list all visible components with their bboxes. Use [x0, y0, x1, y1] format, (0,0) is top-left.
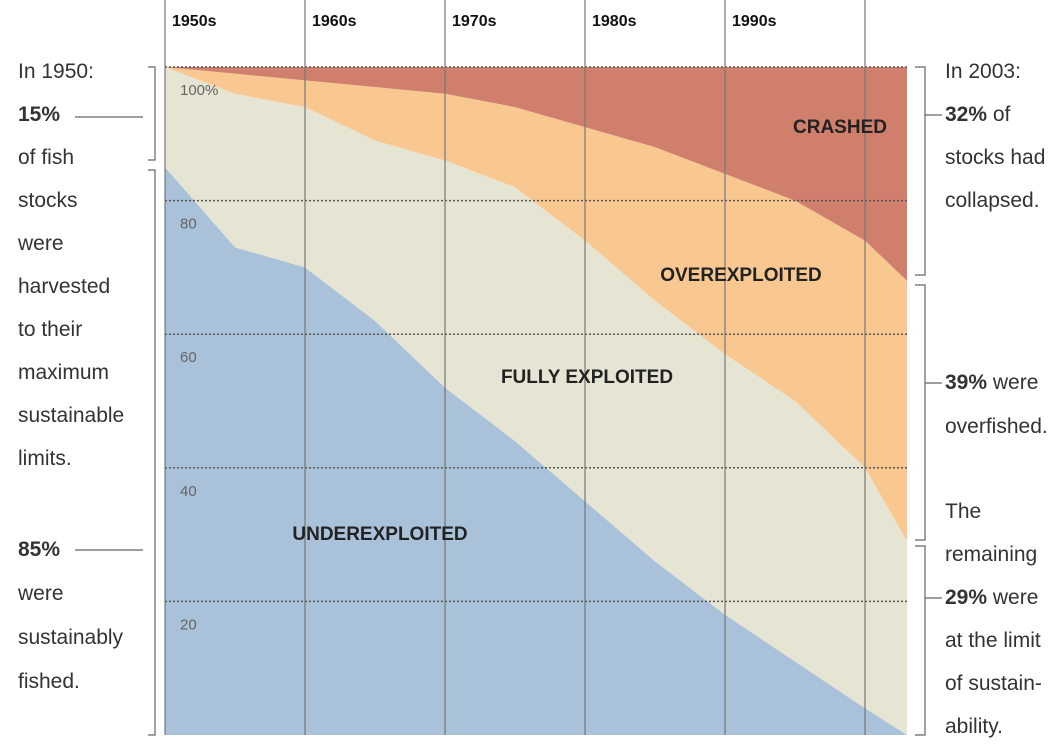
- annotation-line: stocks had: [945, 146, 1045, 169]
- bracket: [915, 66, 926, 276]
- annotation-line: 32% of: [945, 103, 1011, 126]
- annotation-text: In 2003:: [945, 60, 1021, 83]
- annotation-text: stocks: [18, 189, 78, 212]
- annotation-text: to their: [18, 318, 82, 341]
- annotation-text: stocks had: [945, 146, 1045, 169]
- annotation-text: limits.: [18, 447, 72, 470]
- y-tick-label: 100%: [180, 82, 218, 99]
- annotation-text: 29%: [945, 586, 987, 609]
- annotation-text: 39%: [945, 371, 987, 394]
- annotation-line: to their: [18, 318, 82, 341]
- annotation-text: ability.: [945, 715, 1003, 738]
- annotation-text: harvested: [18, 275, 110, 298]
- annotation-text: collapsed.: [945, 189, 1040, 212]
- annotation-text: were: [987, 371, 1038, 394]
- annotation-text: sustainably: [18, 626, 124, 649]
- annotation-text: of: [987, 103, 1011, 126]
- annotation-line: 85%: [18, 538, 60, 561]
- area: [165, 67, 907, 542]
- annotation-line: ability.: [945, 715, 1003, 738]
- annotation-text: of fish: [18, 146, 74, 169]
- x-tick-label: 1950s: [172, 13, 217, 30]
- annotation-line: were: [17, 232, 64, 255]
- annotation-line: In 2003:: [945, 60, 1021, 83]
- annotation-line: of fish: [18, 146, 74, 169]
- annotation-text: In 1950:: [18, 60, 94, 83]
- x-tick-label: 1990s: [732, 13, 777, 30]
- y-tick-label: 20: [180, 616, 197, 633]
- area-label: CRASHED: [793, 117, 887, 138]
- annotation-line: sustainable: [18, 404, 124, 427]
- annotation-text: 32%: [945, 103, 987, 126]
- annotation-text: overfished.: [945, 415, 1048, 438]
- annotation-line: In 1950:: [18, 60, 94, 83]
- area-label: FULLY EXPLOITED: [501, 367, 673, 388]
- annotation-line: sustainably: [18, 626, 124, 649]
- bracket: [148, 66, 156, 161]
- annotation-line: overfished.: [945, 415, 1048, 438]
- area: [165, 167, 907, 735]
- annotation-text: were: [987, 586, 1038, 609]
- area: [165, 67, 907, 735]
- annotation-line: remaining: [945, 543, 1037, 566]
- annotation-line: limits.: [18, 447, 72, 470]
- bracket: [915, 545, 926, 736]
- annotation-line: were: [17, 582, 64, 605]
- y-tick-label: 80: [180, 216, 197, 233]
- brackets: [75, 66, 942, 736]
- annotation-text: sustainable: [18, 404, 124, 427]
- x-tick-label: 1970s: [452, 13, 497, 30]
- annotation-line: 29% were: [945, 586, 1038, 609]
- annotation-text: The: [945, 500, 981, 523]
- area-label: UNDEREXPLOITED: [292, 524, 467, 545]
- annotation-line: collapsed.: [945, 189, 1040, 212]
- annotation-line: 15%: [18, 103, 60, 126]
- area-label: OVEREXPLOITED: [660, 265, 822, 286]
- annotation-line: at the limit: [945, 629, 1041, 652]
- annotation-text: at the limit: [945, 629, 1041, 652]
- annotation-line: stocks: [18, 189, 78, 212]
- area: [165, 67, 907, 281]
- x-tick-label: 1960s: [312, 13, 357, 30]
- annotation-text: were: [17, 582, 64, 605]
- annotation-text: fished.: [18, 670, 80, 693]
- bracket: [915, 284, 926, 541]
- annotation-text: 85%: [18, 538, 60, 561]
- y-tick-label: 40: [180, 483, 197, 500]
- annotation-text: maximum: [18, 361, 109, 384]
- annotation-line: 39% were: [945, 371, 1038, 394]
- annotation-text: remaining: [945, 543, 1037, 566]
- annotation-line: The: [945, 500, 981, 523]
- annotation-text: were: [17, 232, 64, 255]
- x-tick-label: 1980s: [592, 13, 637, 30]
- annotation-text: of sustain-: [945, 672, 1042, 695]
- y-tick-label: 60: [180, 349, 197, 366]
- annotation-line: harvested: [18, 275, 110, 298]
- annotation-line: of sustain-: [945, 672, 1042, 695]
- annotation-line: fished.: [18, 670, 80, 693]
- annotation-line: maximum: [18, 361, 109, 384]
- bracket: [148, 169, 156, 736]
- annotation-text: 15%: [18, 103, 60, 126]
